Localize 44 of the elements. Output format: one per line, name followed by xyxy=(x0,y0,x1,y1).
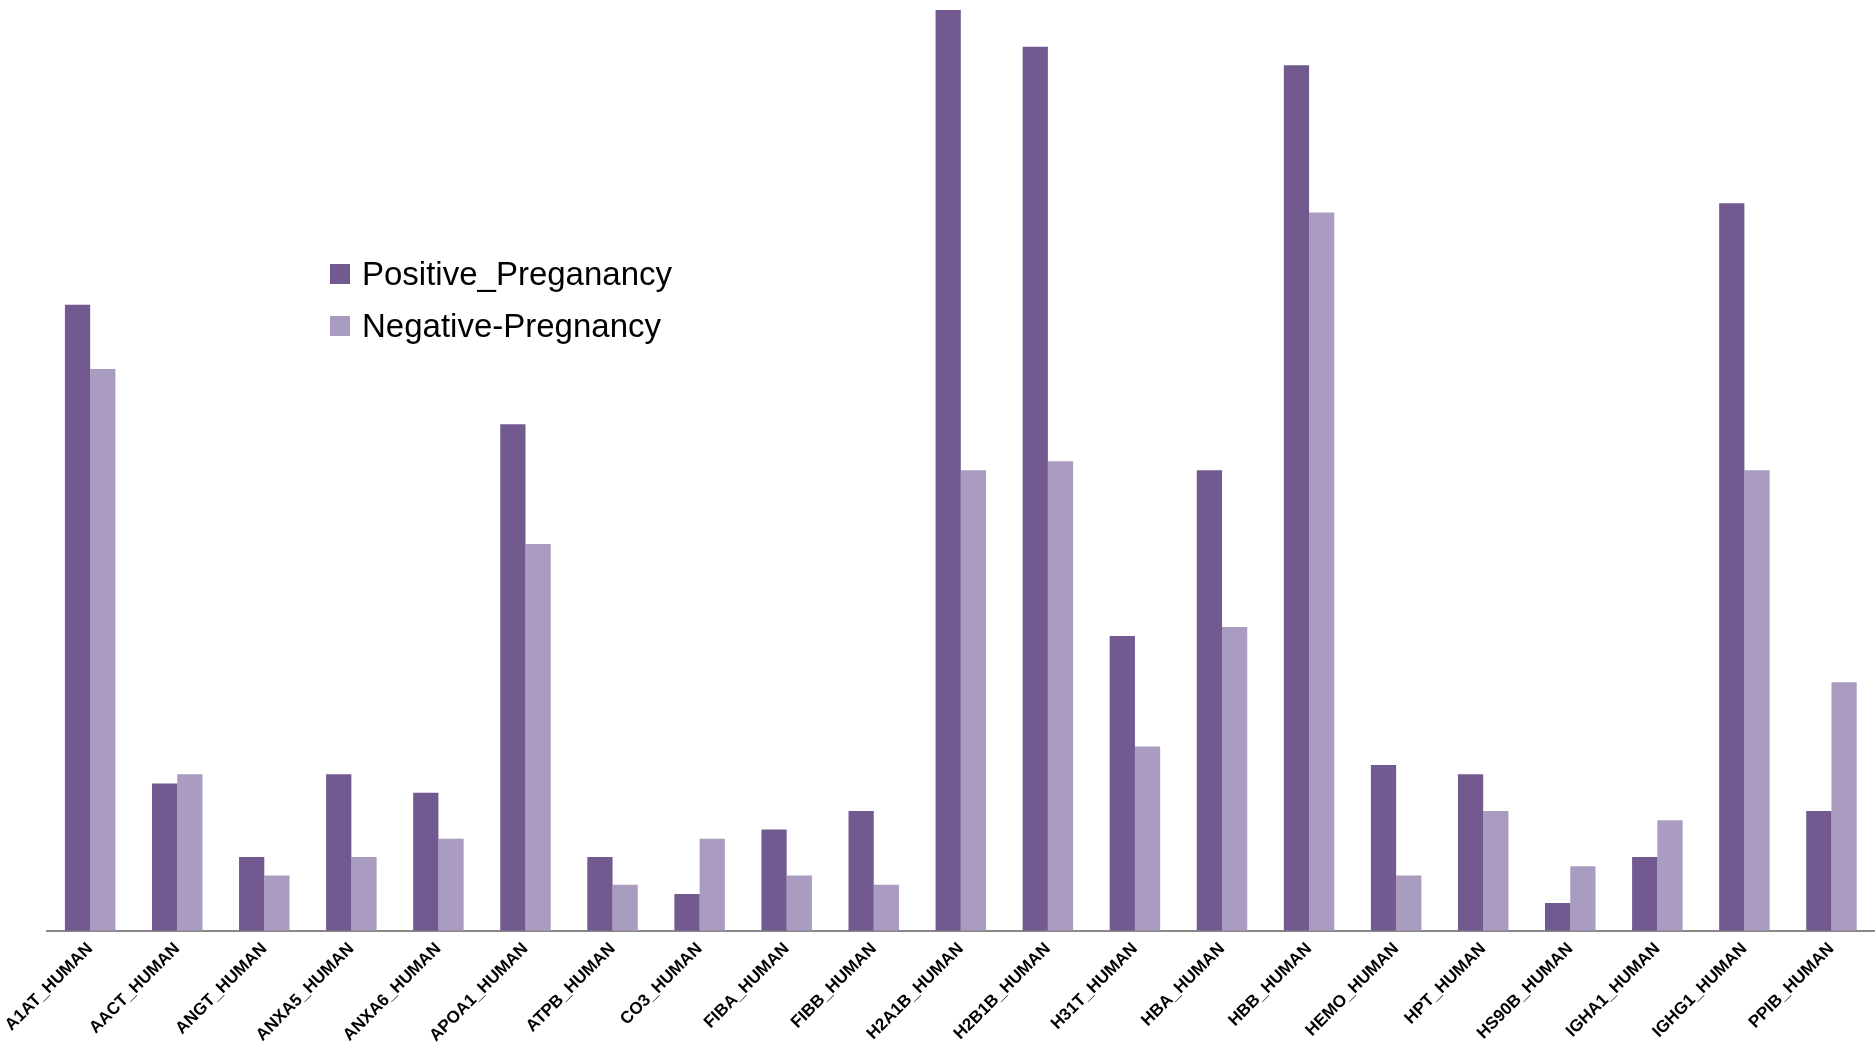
bar xyxy=(1831,682,1857,931)
bar xyxy=(1396,875,1422,931)
bar xyxy=(1483,811,1509,931)
bar xyxy=(935,10,961,931)
bar xyxy=(351,857,377,931)
bar xyxy=(1632,857,1658,931)
legend-label: Positive_Preganancy xyxy=(362,255,673,293)
bar xyxy=(761,829,787,931)
bar xyxy=(1370,765,1397,931)
bar xyxy=(239,857,265,931)
bar xyxy=(64,304,91,931)
bar xyxy=(848,811,874,931)
bar xyxy=(1047,461,1074,931)
bar xyxy=(1022,46,1048,931)
bar xyxy=(699,838,725,931)
bar xyxy=(1196,470,1223,931)
bar xyxy=(587,857,613,931)
bar xyxy=(413,792,439,931)
bar xyxy=(1570,866,1596,931)
bar xyxy=(525,544,551,931)
bar xyxy=(1806,811,1832,931)
bar xyxy=(264,875,290,931)
bar xyxy=(1657,820,1683,931)
bar xyxy=(326,774,352,931)
bar xyxy=(1309,212,1335,931)
bar xyxy=(674,893,700,931)
bar xyxy=(1134,746,1161,931)
bar xyxy=(1545,903,1571,931)
bar xyxy=(612,884,638,931)
bar xyxy=(1109,636,1135,931)
bar xyxy=(151,783,178,931)
legend-label: Negative-Pregnancy xyxy=(362,307,661,345)
bar xyxy=(1222,626,1248,931)
bar xyxy=(960,470,987,931)
bar xyxy=(1283,65,1310,931)
bar xyxy=(438,838,464,931)
bar xyxy=(177,774,203,931)
bar xyxy=(1719,203,1745,931)
bar xyxy=(500,424,526,931)
bar xyxy=(1457,774,1484,931)
bar xyxy=(90,369,116,931)
bar xyxy=(1744,470,1770,931)
bar xyxy=(786,875,812,931)
bar xyxy=(873,884,899,931)
